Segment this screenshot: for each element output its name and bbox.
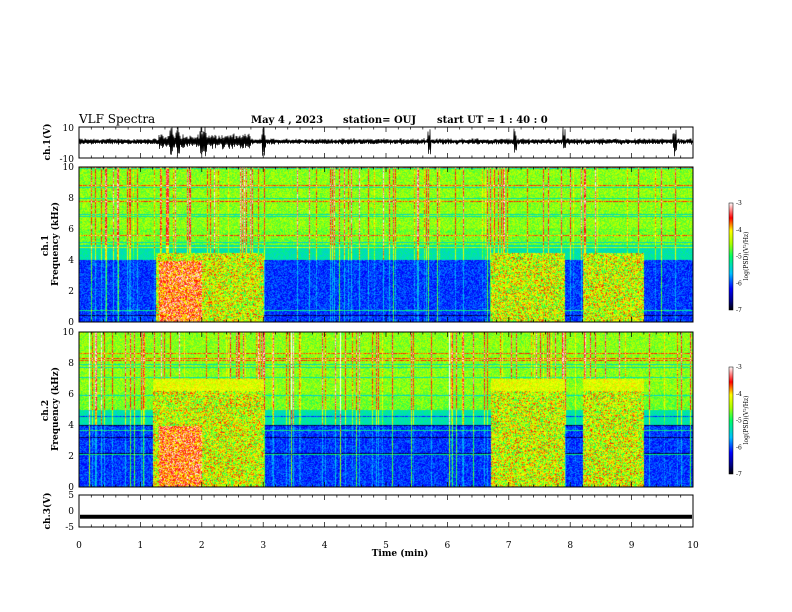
ch3-ytick-0: 0 bbox=[68, 507, 74, 517]
colorbar-tick-label: -4 bbox=[736, 227, 742, 234]
ch3-ylabel: ch.3(V) bbox=[42, 493, 53, 530]
ch1-spec-ytick-8: 8 bbox=[68, 194, 74, 204]
ch3-axis-ticks bbox=[78, 495, 694, 527]
ch1-spec-ytick-4: 4 bbox=[68, 256, 74, 266]
ch2-spec-ylabel: ch.2 Frequency (kHz) bbox=[41, 367, 61, 451]
ch2-spec-ytick-4: 4 bbox=[68, 421, 74, 431]
ch2-spec-ytick-6: 6 bbox=[68, 390, 74, 400]
ch2-spec-ytick-10: 10 bbox=[63, 328, 75, 338]
x-tick-label: 6 bbox=[445, 541, 451, 551]
ch1-spec-ytick-10: 10 bbox=[63, 163, 75, 173]
ch2-spec-ytick-0: 0 bbox=[68, 483, 74, 493]
colorbar-tick-label: -3 bbox=[736, 364, 742, 371]
ch1-spec-ylabel: ch.1 Frequency (kHz) bbox=[41, 202, 61, 286]
colorbar-tick-label: -5 bbox=[736, 418, 742, 425]
ch1-spec-ylabel-line1: ch.1 bbox=[41, 235, 51, 256]
ch2-spec-axis-ticks bbox=[78, 332, 694, 487]
ch1-spec-axis-ticks bbox=[78, 167, 694, 322]
ch3-ytick-minus5: -5 bbox=[65, 523, 74, 533]
x-tick-label: 0 bbox=[76, 541, 82, 551]
time-axis-tick-labels: 0 1 2 3 4 5 6 7 8 9 10 bbox=[76, 541, 699, 551]
date-label: May 4 , 2023 bbox=[251, 115, 323, 126]
colorbar-tick-label: -3 bbox=[736, 200, 742, 207]
ch1-spectrogram-panel: 0 2 4 6 8 10 ch.1 Frequency (kHz) -3 -4 -5… bbox=[41, 163, 750, 328]
start-time-label: start UT = 1 : 40 : 0 bbox=[437, 115, 548, 126]
colorbar-tick-label: -5 bbox=[736, 254, 742, 261]
x-tick-label: 3 bbox=[260, 541, 266, 551]
ch2-spec-ylabel-line1: ch.2 bbox=[41, 400, 51, 421]
x-tick-label: 10 bbox=[687, 541, 699, 551]
ch2-colorbar-label: log(PSD)(V²/Hz) bbox=[743, 396, 750, 445]
ch2-spec-ytick-8: 8 bbox=[68, 359, 74, 369]
ch1-ytick-top: 10 bbox=[63, 124, 75, 134]
ch2-spectrogram-panel: 0 2 4 6 8 10 ch.2 Frequency (kHz) -3 -4 -5… bbox=[41, 328, 750, 493]
ch2-colorbar-ticks: -3 -4 -5 -6 -7 bbox=[736, 364, 742, 478]
x-tick-label: 7 bbox=[506, 541, 512, 551]
colorbar-tick-label: -6 bbox=[736, 444, 742, 451]
ch1-spectrogram-image bbox=[79, 167, 693, 322]
ch1-spec-ytick-6: 6 bbox=[68, 225, 74, 235]
station-label: station= OUJ bbox=[343, 115, 416, 126]
ch1-axis-ticks bbox=[78, 127, 694, 158]
ch1-waveform-trace bbox=[78, 126, 693, 157]
colorbar-tick-label: -4 bbox=[736, 391, 742, 398]
colorbar-tick-label: -6 bbox=[736, 280, 742, 287]
ch2-spectrogram-image bbox=[79, 332, 693, 487]
x-tick-label: 4 bbox=[322, 541, 328, 551]
colorbar-tick-label: -7 bbox=[736, 471, 742, 478]
figure-title: VLF Spectra bbox=[78, 112, 155, 126]
x-tick-label: 2 bbox=[199, 541, 205, 551]
ch1-colorbar-ticks: -3 -4 -5 -6 -7 bbox=[736, 200, 742, 314]
x-tick-label: 1 bbox=[138, 541, 144, 551]
ch2-spec-ylabel-line2: Frequency (kHz) bbox=[50, 367, 61, 451]
ch2-colorbar bbox=[728, 366, 734, 475]
ch1-spec-ylabel-line2: Frequency (kHz) bbox=[50, 202, 61, 286]
x-tick-label: 9 bbox=[629, 541, 635, 551]
ch2-spec-ytick-2: 2 bbox=[68, 452, 74, 462]
ch1-spec-ytick-0: 0 bbox=[68, 318, 74, 328]
ch3-waveform-panel: 5 0 -5 ch.3(V) 0 1 2 3 4 5 6 7 8 9 10 Time (min) bbox=[42, 491, 699, 559]
x-tick-label: 8 bbox=[567, 541, 573, 551]
ch1-ytick-bottom: -10 bbox=[60, 155, 75, 165]
colorbar-tick-label: -7 bbox=[736, 307, 742, 314]
ch1-colorbar-label: log(PSD)(V²/Hz) bbox=[743, 232, 750, 281]
ch1-ylabel: ch.1(V) bbox=[42, 124, 53, 161]
ch3-ytick-5: 5 bbox=[68, 491, 74, 501]
ch1-colorbar bbox=[728, 202, 734, 311]
ch1-waveform-panel: 10 -10 ch.1(V) bbox=[42, 124, 694, 165]
x-tick-label: 5 bbox=[383, 541, 389, 551]
ch1-spec-ytick-2: 2 bbox=[68, 287, 74, 297]
time-axis-label: Time (min) bbox=[372, 548, 429, 559]
